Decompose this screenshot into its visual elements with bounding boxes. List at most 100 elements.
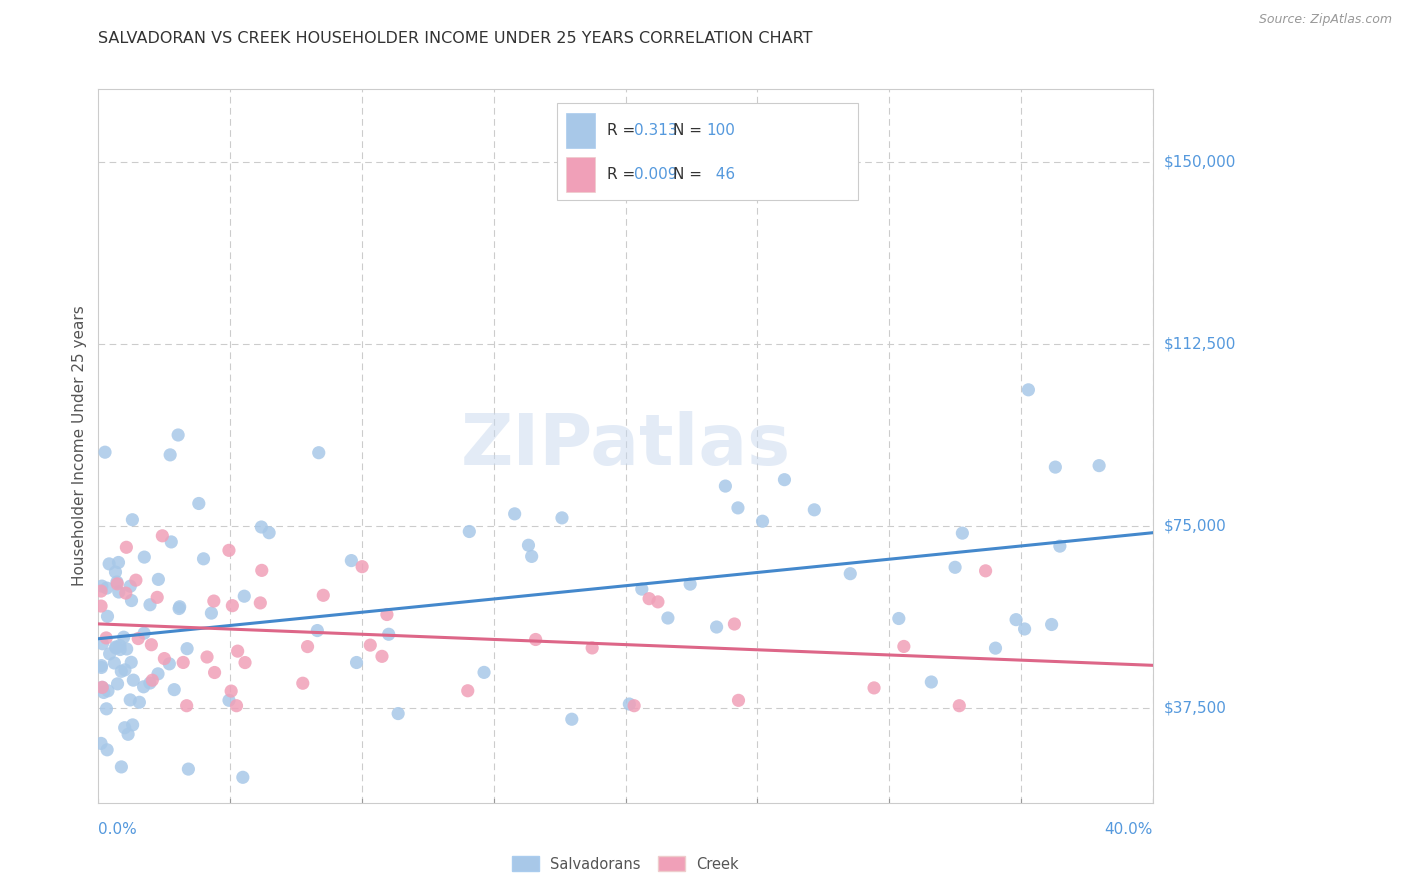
Point: [114, 663, 136, 677]
Text: 46: 46: [706, 168, 735, 182]
Point: [839, 566, 862, 581]
Point: [1017, 383, 1039, 397]
Point: [233, 589, 256, 603]
Point: [1014, 622, 1036, 636]
Point: [167, 428, 190, 442]
Point: [97, 683, 120, 698]
Point: [1045, 460, 1067, 475]
Text: N =: N =: [673, 168, 707, 182]
Point: [1040, 617, 1063, 632]
Point: [308, 446, 330, 460]
Point: [751, 514, 773, 528]
Point: [120, 655, 142, 669]
Point: [163, 682, 186, 697]
Point: [94, 445, 117, 459]
Point: [226, 644, 249, 658]
Point: [141, 673, 163, 688]
Point: [458, 524, 481, 539]
Point: [96, 631, 118, 645]
Point: [167, 601, 190, 615]
Point: [340, 553, 363, 567]
Point: [122, 673, 145, 688]
Point: [96, 702, 118, 716]
Point: [727, 500, 749, 515]
Point: [110, 760, 132, 774]
Point: [172, 656, 194, 670]
Point: [148, 573, 170, 587]
Text: Source: ZipAtlas.com: Source: ZipAtlas.com: [1258, 13, 1392, 27]
Point: [232, 770, 254, 784]
Point: [177, 762, 200, 776]
Point: [503, 507, 526, 521]
Point: [139, 676, 162, 690]
Point: [371, 649, 394, 664]
Point: [520, 549, 543, 564]
Point: [146, 591, 169, 605]
Text: ZIPatlas: ZIPatlas: [461, 411, 790, 481]
Point: [91, 637, 114, 651]
Point: [128, 695, 150, 709]
Point: [200, 606, 222, 620]
Point: [159, 448, 181, 462]
Point: [91, 681, 114, 695]
Point: [90, 660, 112, 674]
Point: [679, 577, 702, 591]
Point: [727, 693, 749, 707]
Text: 0.009: 0.009: [634, 168, 678, 182]
Point: [90, 599, 112, 613]
Point: [551, 511, 574, 525]
Point: [90, 658, 112, 673]
Point: [96, 609, 118, 624]
Point: [1088, 458, 1111, 473]
Point: [187, 496, 209, 510]
Point: [104, 640, 127, 654]
Point: [950, 526, 973, 541]
Point: [121, 513, 143, 527]
Point: [120, 693, 142, 707]
Point: [96, 743, 118, 757]
Point: [176, 698, 198, 713]
Point: [225, 698, 247, 713]
Point: [657, 611, 679, 625]
Point: [110, 665, 132, 679]
Point: [117, 727, 139, 741]
Text: R =: R =: [607, 168, 640, 182]
Text: 0.0%: 0.0%: [98, 822, 138, 838]
Point: [943, 560, 966, 574]
Point: [723, 617, 745, 632]
Point: [638, 591, 661, 606]
Legend: Salvadorans, Creek: Salvadorans, Creek: [506, 850, 745, 878]
Point: [984, 641, 1007, 656]
Point: [160, 535, 183, 549]
Point: [619, 697, 641, 711]
Point: [103, 656, 125, 670]
Point: [377, 627, 399, 641]
Point: [112, 630, 135, 644]
Point: [104, 565, 127, 579]
Point: [90, 584, 112, 599]
Point: [195, 650, 218, 665]
Point: [125, 573, 148, 587]
Point: [218, 543, 240, 558]
Point: [93, 685, 115, 699]
Point: [96, 581, 118, 595]
Point: [150, 529, 173, 543]
Point: [307, 624, 329, 638]
Point: [108, 639, 131, 653]
Point: [1005, 613, 1028, 627]
Point: [863, 681, 886, 695]
Point: [457, 683, 479, 698]
Point: [120, 579, 142, 593]
Text: $112,500: $112,500: [1164, 336, 1236, 351]
Point: [134, 626, 156, 640]
Point: [219, 684, 242, 698]
Point: [98, 557, 121, 571]
Point: [98, 647, 121, 661]
Point: [561, 712, 583, 726]
Point: [297, 640, 319, 654]
Point: [291, 676, 314, 690]
Point: [920, 675, 942, 690]
Text: SALVADORAN VS CREEK HOUSEHOLDER INCOME UNDER 25 YEARS CORRELATION CHART: SALVADORAN VS CREEK HOUSEHOLDER INCOME U…: [98, 31, 813, 46]
Point: [218, 693, 240, 707]
Point: [974, 564, 997, 578]
